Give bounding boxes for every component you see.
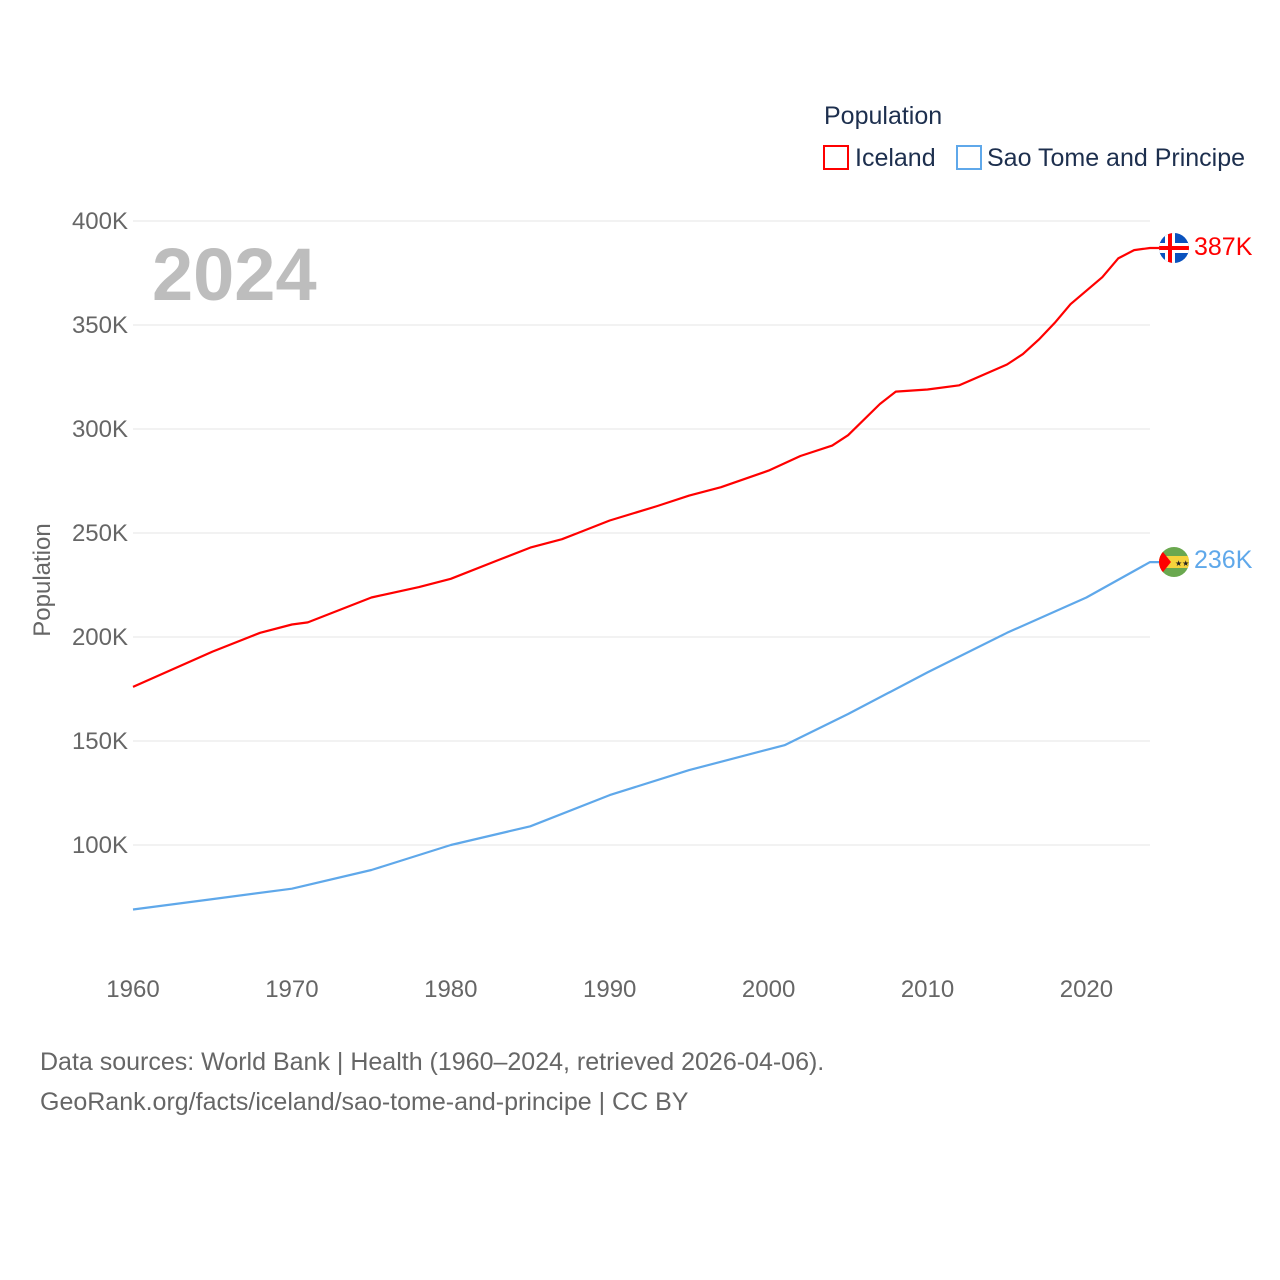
y-tick-label: 300K (72, 416, 128, 443)
end-label-sao-tome: 236K (1194, 546, 1253, 574)
legend-swatch-iceland[interactable] (823, 145, 849, 170)
data-source-text: Data sources: World Bank | Health (1960–… (40, 1048, 825, 1076)
x-tick-label: 1980 (424, 976, 477, 1003)
y-tick-label: 350K (72, 312, 128, 339)
year-watermark: 2024 (152, 233, 317, 316)
iceland-flag-icon (1159, 233, 1189, 263)
footer: Data sources: World Bank | Health (1960–… (40, 1042, 824, 1122)
legend-title: Population (824, 102, 942, 130)
y-tick-label: 250K (72, 520, 128, 547)
x-tick-label: 2000 (742, 976, 795, 1003)
sao-tome-flag-icon: ★★ (1159, 547, 1189, 577)
x-tick-label: 1960 (106, 976, 159, 1003)
end-label-iceland: 387K (1194, 233, 1253, 261)
y-tick-label: 200K (72, 624, 128, 651)
y-tick-label: 100K (72, 832, 128, 859)
series-line-sao-tome (132, 560, 1160, 911)
svg-text:★★: ★★ (1175, 559, 1189, 568)
y-tick-label: 400K (72, 208, 128, 235)
legend-swatch-sao-tome[interactable] (956, 145, 982, 170)
x-tick-label: 2010 (901, 976, 954, 1003)
x-tick-label: 1970 (265, 976, 318, 1003)
x-tick-label: 2020 (1060, 976, 1113, 1003)
legend-label-iceland[interactable]: Iceland (855, 144, 936, 172)
y-tick-label: 150K (72, 728, 128, 755)
y-axis-label: Population (29, 523, 56, 636)
legend-label-sao-tome[interactable]: Sao Tome and Principe (987, 144, 1245, 172)
source-link[interactable]: GeoRank.org/facts/iceland/sao-tome-and-p… (40, 1088, 689, 1116)
series-line-iceland (132, 246, 1160, 688)
x-tick-label: 1990 (583, 976, 636, 1003)
